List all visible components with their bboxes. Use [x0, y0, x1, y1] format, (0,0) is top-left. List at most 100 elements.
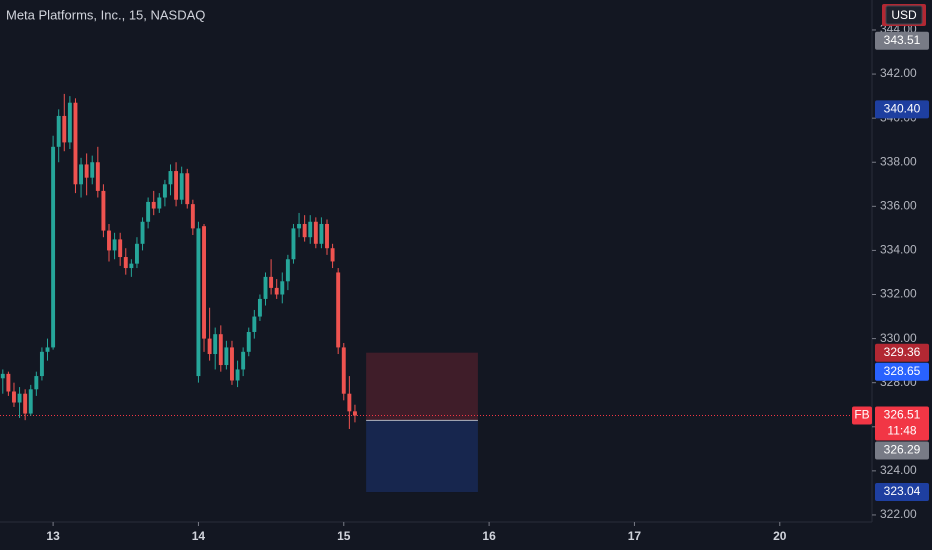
candle-body: [336, 272, 341, 348]
chart-title: Meta Platforms, Inc., 15, NASDAQ: [6, 7, 205, 22]
candle-body: [129, 263, 134, 269]
price-marker-label: 328.65: [884, 364, 921, 378]
candle-body: [274, 287, 279, 295]
candle-body: [313, 221, 318, 244]
candle-body: [246, 331, 251, 352]
candle-body: [151, 201, 156, 209]
price-marker-label: 329.36: [884, 345, 921, 359]
candle-body: [352, 411, 357, 416]
candle-body: [308, 221, 313, 238]
candle-body: [285, 259, 290, 282]
price-marker-label: 323.04: [884, 484, 921, 498]
candle-body: [241, 351, 246, 370]
candle-body: [6, 373, 11, 392]
candle-body: [95, 162, 100, 191]
candle-body: [325, 223, 329, 249]
price-marker: [875, 406, 929, 441]
y-tick-label: 330.00: [880, 331, 917, 345]
candle-body: [202, 226, 206, 339]
candle-body: [101, 190, 106, 231]
position-zone: [366, 352, 478, 421]
candle-body: [0, 373, 5, 379]
candle-body: [79, 164, 84, 185]
symbol-label: FB: [854, 408, 869, 422]
y-tick-label: 322.00: [880, 507, 917, 521]
candle-body: [168, 171, 173, 185]
price-marker: [875, 362, 929, 381]
candle-body: [123, 257, 128, 269]
candle-body: [162, 184, 167, 198]
candle-body: [263, 276, 268, 299]
x-tick-label: 17: [628, 529, 642, 543]
candle-body: [252, 316, 257, 332]
candle-body: [347, 393, 352, 412]
countdown-label: 11:48: [887, 424, 916, 438]
price-marker: [875, 31, 929, 50]
position-zone: [366, 420, 478, 493]
candle-body: [179, 173, 184, 200]
candle-body: [190, 204, 195, 229]
currency-label: USD: [891, 8, 917, 22]
price-marker-label: 343.51: [884, 33, 921, 47]
candle-body: [297, 223, 302, 229]
candle-body: [174, 171, 179, 200]
candle-body: [330, 248, 335, 262]
candle-body: [235, 369, 240, 381]
candle-body: [51, 146, 56, 348]
candle-body: [302, 223, 307, 238]
candle-body: [45, 347, 50, 352]
candle-body: [34, 376, 39, 390]
candle-body: [112, 239, 117, 251]
x-tick-label: 15: [337, 529, 351, 543]
candle-body: [118, 239, 123, 258]
candle-body: [17, 393, 22, 403]
candle-body: [280, 281, 285, 295]
candle-body: [196, 228, 201, 377]
candle-body: [341, 347, 346, 394]
candle-body: [257, 298, 262, 317]
y-tick-label: 324.00: [880, 463, 917, 477]
price-marker: [875, 343, 929, 362]
candle-body: [134, 243, 139, 264]
x-tick-label: 14: [192, 529, 206, 543]
candle-body: [39, 351, 44, 377]
candle-body: [56, 115, 61, 147]
x-tick-label: 16: [482, 529, 496, 543]
price-marker-label: 326.51: [884, 408, 921, 422]
candle-body: [213, 334, 218, 355]
plot-area: [0, 93, 872, 493]
candle-body: [23, 393, 28, 414]
y-tick-label: 336.00: [880, 199, 917, 213]
candle-body: [90, 162, 95, 178]
price-marker-label: 326.29: [884, 443, 921, 457]
candle-body: [185, 173, 190, 205]
candle-body: [224, 347, 229, 366]
price-marker: [875, 100, 929, 119]
candle-body: [207, 338, 212, 355]
symbol-tag: [852, 406, 872, 425]
candle-body: [218, 334, 223, 366]
candle-body: [230, 347, 234, 381]
candle-body: [146, 201, 151, 222]
candle-body: [12, 391, 16, 403]
price-marker: [875, 483, 929, 502]
candle-body: [107, 230, 111, 251]
y-tick-label: 334.00: [880, 243, 917, 257]
candle-body: [28, 389, 33, 414]
candle-body: [62, 115, 67, 143]
y-tick-label: 338.00: [880, 154, 917, 168]
candle-body: [319, 223, 324, 244]
candle-body: [67, 102, 72, 143]
price-marker: [875, 441, 929, 460]
candle-body: [291, 228, 296, 260]
y-tick-label: 342.00: [880, 66, 917, 80]
currency-box: [885, 5, 923, 25]
candle-body: [140, 221, 145, 244]
y-tick-label: 332.00: [880, 287, 917, 301]
x-tick-label: 13: [46, 529, 60, 543]
x-tick-label: 20: [773, 529, 787, 543]
candle-body: [269, 276, 274, 288]
candle-body: [73, 102, 78, 185]
price-marker-label: 340.40: [884, 102, 921, 116]
